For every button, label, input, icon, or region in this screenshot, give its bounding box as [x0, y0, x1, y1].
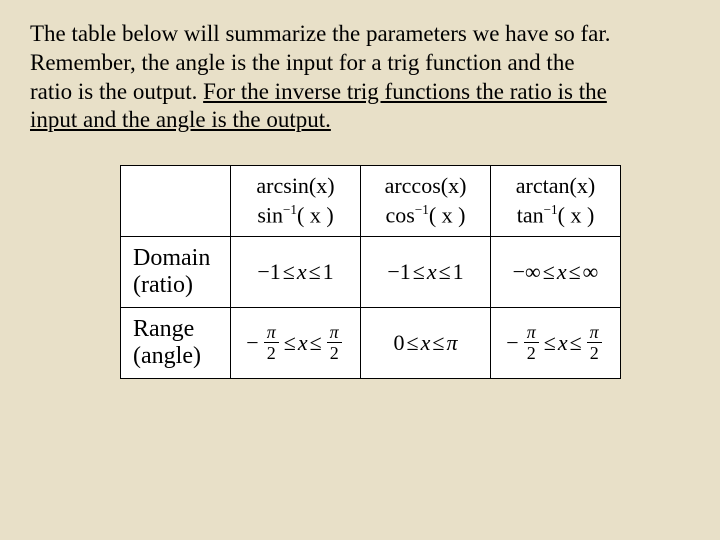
arcsin-text: arcsin(x) — [256, 172, 334, 201]
domain-row: Domain (ratio) −1 ≤ x ≤ 1 −1 ≤ x ≤ 1 −∞ — [121, 236, 621, 307]
sin-inv: sin−1( x ) — [257, 201, 333, 230]
intro-line2: Remember, the angle is the input for a t… — [30, 50, 575, 75]
intro-line1: The table below will summarize the param… — [30, 21, 611, 46]
range-sin: − π2 ≤ x ≤ π2 — [231, 307, 361, 378]
header-arcsin: arcsin(x) sin−1( x ) — [231, 166, 361, 237]
trig-table: arcsin(x) sin−1( x ) arccos(x) cos−1( x … — [120, 165, 621, 379]
domain-sin: −1 ≤ x ≤ 1 — [231, 236, 361, 307]
arctan-text: arctan(x) — [516, 172, 595, 201]
arccos-text: arccos(x) — [385, 172, 467, 201]
header-row: arcsin(x) sin−1( x ) arccos(x) cos−1( x … — [121, 166, 621, 237]
domain-label: Domain (ratio) — [121, 236, 231, 307]
intro-line4-under: input and the angle is the output. — [30, 107, 331, 132]
range-row: Range (angle) − π2 ≤ x ≤ π2 0 ≤ x ≤ π — [121, 307, 621, 378]
range-cos: 0 ≤ x ≤ π — [361, 307, 491, 378]
cos-inv: cos−1( x ) — [385, 201, 465, 230]
range-label: Range (angle) — [121, 307, 231, 378]
intro-line3-under: For the inverse trig functions the ratio… — [203, 79, 607, 104]
header-arctan: arctan(x) tan−1( x ) — [491, 166, 621, 237]
empty-corner — [121, 166, 231, 237]
range-tan: − π2 ≤ x ≤ π2 — [491, 307, 621, 378]
header-arccos: arccos(x) cos−1( x ) — [361, 166, 491, 237]
tan-inv: tan−1( x ) — [517, 201, 595, 230]
intro-text: The table below will summarize the param… — [30, 20, 690, 135]
intro-line3-plain: ratio is the output. — [30, 79, 203, 104]
domain-tan: −∞ ≤ x ≤ ∞ — [491, 236, 621, 307]
domain-cos: −1 ≤ x ≤ 1 — [361, 236, 491, 307]
